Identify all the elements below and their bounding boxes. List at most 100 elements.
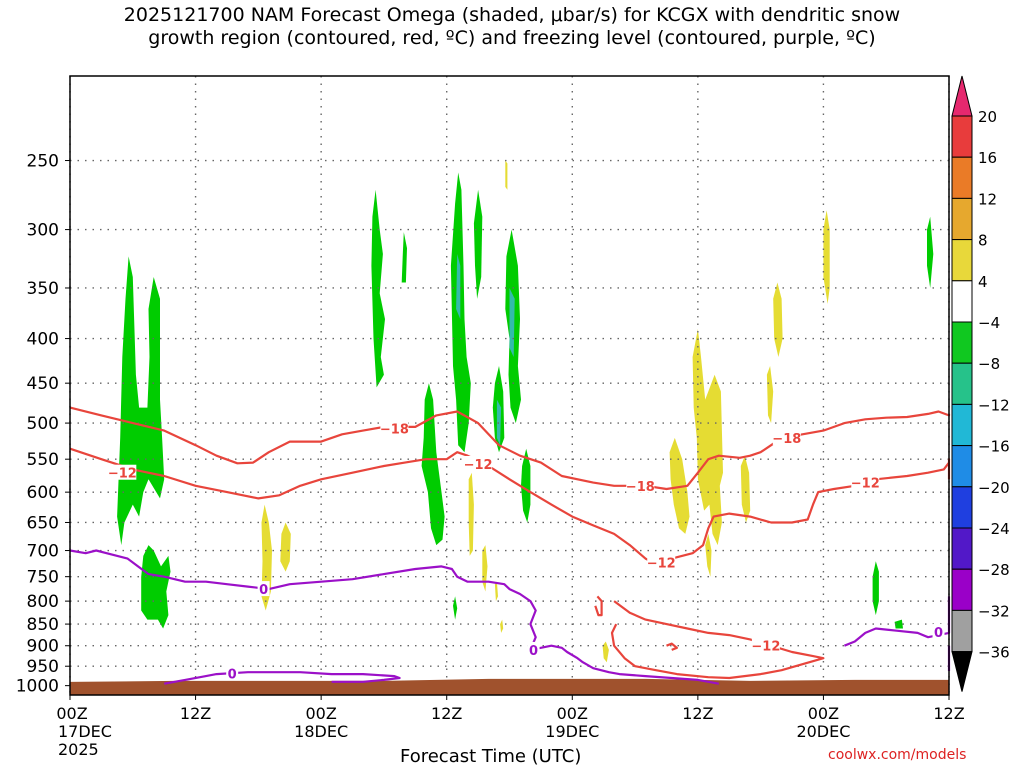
omega-region-30 <box>705 533 712 577</box>
colorbar-label-2: 12 <box>978 190 997 208</box>
colorbar: 20 16 12 8 4 −4 −8 −12 −16 −20 −24 −28 −32 −36 <box>951 75 1010 692</box>
colorbar-label-9: −20 <box>978 479 1010 497</box>
colorbar-label-11: −28 <box>978 561 1010 579</box>
omega-region-22 <box>468 472 474 556</box>
contour-label-2: −12 <box>464 458 493 473</box>
x-tick-label-0-0: 00Z <box>56 704 87 723</box>
colorbar-swatch-2 <box>951 156 973 199</box>
omega-region-18 <box>872 561 879 616</box>
y-tick-label-11: 800 <box>27 592 59 612</box>
contour-label-bg-2 <box>464 455 493 471</box>
omega-region-24 <box>494 581 498 602</box>
x-tick-label-5-0: 12Z <box>682 704 713 723</box>
colorbar-label-3: 8 <box>978 232 988 250</box>
omega-region-6 <box>473 189 483 299</box>
dendritic-contour-3 <box>594 595 603 617</box>
y-tick-label-5: 500 <box>27 414 59 434</box>
terrain-ground <box>70 678 949 695</box>
omega-region-9 <box>456 254 461 320</box>
omega-region-10 <box>509 288 515 357</box>
y-tick-label-12: 850 <box>27 615 59 635</box>
y-tick-label-13: 900 <box>27 637 59 657</box>
x-tick-label-3-0: 12Z <box>431 704 462 723</box>
omega-region-15 <box>927 216 934 288</box>
y-tick-label-2: 350 <box>27 279 59 299</box>
colorbar-swatch-6 <box>951 321 973 364</box>
colorbar-swatch-9 <box>951 445 973 488</box>
colorbar-label-1: 16 <box>978 149 997 167</box>
contour-label-9: 0 <box>228 667 237 682</box>
omega-region-5 <box>450 172 471 453</box>
contour-label-6: −12 <box>851 477 880 492</box>
omega-region-11 <box>496 399 502 446</box>
omega-region-32 <box>766 366 774 424</box>
colorbar-label-10: −24 <box>978 520 1010 538</box>
colorbar-swatch-7 <box>951 362 973 405</box>
source-footer: coolwx.com/models <box>828 747 967 763</box>
contour-label-11: 0 <box>934 626 943 641</box>
omega-region-4 <box>421 383 445 546</box>
colorbar-swatch-3 <box>951 197 973 241</box>
contour-label-3: −18 <box>626 480 655 495</box>
dendritic-contour-4 <box>666 642 678 651</box>
y-tick-label-9: 700 <box>27 542 59 562</box>
colorbar-bottom-triangle <box>951 651 973 692</box>
contour-label-10: 0 <box>529 644 538 659</box>
colorbar-swatch-4 <box>951 239 973 282</box>
plot-frame <box>69 75 950 696</box>
colorbar-swatch-10 <box>951 486 973 529</box>
omega-region-23 <box>482 545 488 592</box>
x-tick-label-0-2: 2025 <box>58 740 99 759</box>
colorbar-label-8: −16 <box>978 438 1010 456</box>
contour-label-5: −18 <box>772 432 801 447</box>
omega-region-1 <box>141 545 171 629</box>
x-tick-label-6-0: 00Z <box>808 704 839 723</box>
contour-label-bg-4 <box>647 554 676 570</box>
colorbar-label-12: −32 <box>978 602 1010 620</box>
x-tick-label-1-0: 12Z <box>180 704 211 723</box>
contour-label-bg-5 <box>772 429 801 445</box>
omega-region-31 <box>740 455 751 523</box>
x-tick-label-0-1: 17DEC <box>58 722 112 741</box>
colorbar-swatch-8 <box>951 403 973 447</box>
colorbar-label-0: 20 <box>978 108 997 126</box>
contour-label-1: −18 <box>380 422 409 437</box>
colorbar-label-6: −8 <box>978 355 1000 373</box>
omega-region-0 <box>117 256 165 546</box>
colorbar-swatch-12 <box>951 568 973 611</box>
colorbar-label-13: −36 <box>978 644 1010 662</box>
dendritic-contour-2 <box>610 600 825 680</box>
omega-region-27 <box>602 641 609 663</box>
colorbar-swatch-5 <box>951 280 973 323</box>
contour-label-bg-8 <box>257 581 270 597</box>
y-tick-label-3: 400 <box>27 330 59 350</box>
colorbar-swatch-13 <box>951 609 973 653</box>
contour-label-8: 0 <box>259 583 268 598</box>
contour-label-bg-6 <box>851 474 880 490</box>
y-tick-label-7: 600 <box>27 483 59 503</box>
x-tick-label-6-1: 20DEC <box>796 722 850 741</box>
contour-label-bg-9 <box>226 665 239 681</box>
colorbar-swatch-1 <box>951 115 973 158</box>
contour-label-bg-0 <box>108 464 137 480</box>
chart-title-line-2: growth region (contoured, red, ºC) and f… <box>148 27 876 49</box>
x-tick-label-4-0: 00Z <box>557 704 588 723</box>
plot-area: −12 −18 −12 −18 −12 −18 −12 −12 0 0 0 0 <box>69 75 951 696</box>
x-axis-label: Forecast Time (UTC) <box>400 746 582 767</box>
y-tick-label-0: 250 <box>27 152 59 172</box>
colorbar-label-4: 4 <box>978 273 988 291</box>
x-tick-label-2-1: 18DEC <box>294 722 348 741</box>
contour-label-bg-7 <box>751 637 780 653</box>
y-tick-label-10: 750 <box>27 568 59 588</box>
dendritic-contour-1 <box>69 447 951 565</box>
x-tick-label-4-1: 19DEC <box>545 722 599 741</box>
y-tick-label-8: 650 <box>27 513 59 533</box>
x-tick-label-7-0: 12Z <box>933 704 964 723</box>
colorbar-label-7: −12 <box>978 396 1010 414</box>
omega-region-26 <box>505 160 508 190</box>
omega-region-21 <box>280 522 291 572</box>
y-tick-label-14: 950 <box>27 657 59 677</box>
dendritic-contour-0 <box>69 406 951 491</box>
omega-region-33 <box>773 282 783 357</box>
